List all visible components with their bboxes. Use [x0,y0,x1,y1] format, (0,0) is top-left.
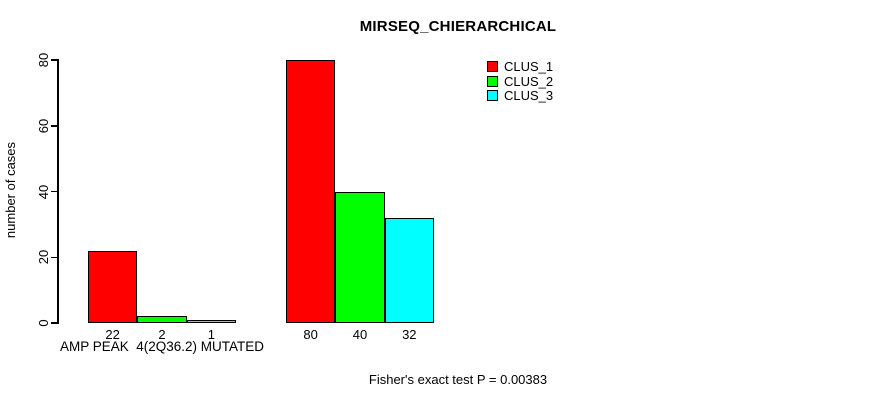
legend-label: CLUS_1 [504,59,554,74]
bar-clus_2-group-1 [137,316,187,323]
bar-value-label: 40 [352,327,368,342]
legend-swatch-clus_1 [487,61,498,72]
bar-value-label: 22 [105,327,120,342]
y-tick-mark [51,190,58,193]
group-axis-label: AMP PEAK 4(2Q36.2) MUTATED [59,339,265,354]
y-tick-mark [51,125,58,127]
y-tick-mark [51,322,58,324]
y-tick-label: 40 [36,184,51,199]
bar-clus_2-group-2 [335,191,385,323]
bar-clus_3-group-2 [384,217,434,323]
bar-value-label: 32 [402,327,417,342]
chart-title: MIRSEQ_CHIERARCHICAL [359,18,557,35]
y-tick-label: 20 [36,250,51,265]
bar-clus_1-group-1 [88,250,138,323]
y-tick-label: 60 [36,118,51,133]
footer-text: Fisher's exact test P = 0.00383 [368,372,548,387]
y-tick-label: 80 [36,52,51,68]
bar-value-label: 80 [303,327,318,342]
bar-value-label: 1 [207,327,215,342]
legend: CLUS_1 CLUS_2 CLUS_3 [487,59,554,105]
legend-item-clus_2: CLUS_2 [487,73,554,89]
bar-value-label: 2 [158,327,166,342]
y-tick-label: 0 [36,319,51,327]
legend-item-clus_3: CLUS_3 [487,88,554,103]
legend-label: CLUS_3 [504,88,554,103]
legend-swatch-clus_2 [487,75,498,87]
y-tick-mark [51,256,58,258]
bar-clus_3-group-1 [186,319,236,323]
legend-item-clus_1: CLUS_1 [487,59,554,74]
legend-swatch-clus_3 [487,90,498,101]
y-tick-mark [51,59,58,61]
legend-label: CLUS_2 [504,73,554,89]
bar-clus_1-group-2 [286,60,336,323]
